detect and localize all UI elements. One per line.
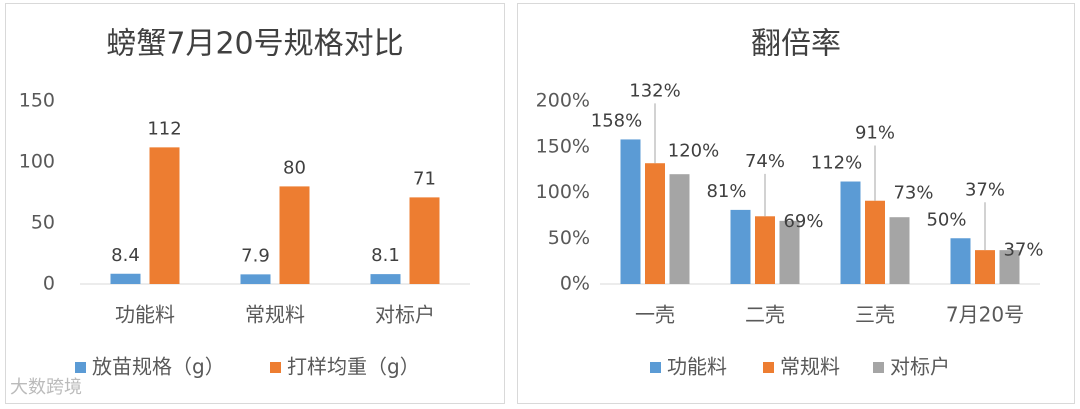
y-tick-label: 150% bbox=[536, 135, 590, 157]
y-tick-label: 100 bbox=[19, 151, 55, 173]
chart-title: 翻倍率 bbox=[751, 27, 841, 62]
legend-swatch bbox=[763, 362, 774, 373]
value-label: 7.9 bbox=[241, 245, 270, 266]
value-label: 112% bbox=[811, 153, 862, 174]
y-tick-label: 50 bbox=[31, 212, 55, 234]
value-label: 132% bbox=[629, 80, 680, 101]
value-label: 37% bbox=[1003, 239, 1043, 260]
value-label: 120% bbox=[668, 140, 719, 161]
value-label: 81% bbox=[706, 181, 746, 202]
legend-swatch bbox=[873, 362, 884, 373]
bar bbox=[840, 181, 861, 284]
watermark: 大数跨境 bbox=[10, 377, 82, 398]
value-label: 158% bbox=[591, 110, 642, 131]
bar bbox=[669, 174, 690, 284]
x-tick-label: 功能料 bbox=[115, 303, 175, 327]
bar bbox=[999, 250, 1020, 284]
bar bbox=[950, 238, 971, 284]
chart-title: 螃蟹7月20号规格对比 bbox=[106, 27, 403, 62]
bar bbox=[645, 163, 665, 284]
bar bbox=[975, 250, 995, 284]
bar bbox=[889, 217, 910, 284]
legend-label: 功能料 bbox=[667, 355, 727, 379]
x-tick-label: 三壳 bbox=[855, 303, 895, 327]
bar bbox=[620, 139, 641, 284]
bar bbox=[865, 200, 885, 284]
legend-swatch bbox=[270, 362, 281, 373]
legend-swatch bbox=[75, 362, 86, 373]
bar bbox=[779, 220, 800, 284]
bar bbox=[240, 274, 271, 284]
value-label: 80 bbox=[283, 157, 306, 178]
legend-label: 打样均重（g） bbox=[287, 355, 420, 379]
value-label: 69% bbox=[783, 211, 823, 232]
x-tick-label: 二壳 bbox=[745, 303, 785, 327]
legend-swatch bbox=[650, 362, 661, 373]
value-label: 91% bbox=[855, 123, 895, 144]
legend-label: 对标户 bbox=[890, 355, 950, 379]
bar bbox=[370, 274, 401, 284]
y-tick-label: 150 bbox=[19, 90, 55, 112]
value-label: 71 bbox=[413, 168, 436, 189]
legend-label: 常规料 bbox=[780, 355, 840, 379]
value-label: 74% bbox=[745, 151, 785, 172]
y-tick-label: 100% bbox=[536, 181, 590, 203]
y-tick-label: 0 bbox=[43, 273, 55, 295]
bar bbox=[755, 216, 775, 284]
value-label: 8.1 bbox=[371, 245, 400, 266]
legend-label: 放苗规格（g） bbox=[92, 355, 225, 379]
panel-right bbox=[517, 3, 1075, 404]
bar bbox=[149, 147, 180, 284]
bar bbox=[110, 273, 141, 284]
x-tick-label: 7月20号 bbox=[946, 303, 1024, 327]
x-tick-label: 常规料 bbox=[245, 303, 305, 327]
value-label: 37% bbox=[965, 179, 1005, 200]
bar bbox=[409, 197, 440, 284]
y-tick-label: 200% bbox=[536, 90, 590, 112]
value-label: 8.4 bbox=[111, 245, 140, 266]
x-tick-label: 对标户 bbox=[375, 303, 435, 327]
y-tick-label: 0% bbox=[560, 273, 590, 295]
bar bbox=[279, 186, 310, 284]
value-label: 112 bbox=[147, 118, 181, 139]
bar bbox=[730, 209, 751, 284]
x-tick-label: 一壳 bbox=[635, 303, 675, 327]
value-label: 50% bbox=[926, 209, 966, 230]
value-label: 73% bbox=[893, 183, 933, 204]
y-tick-label: 50% bbox=[548, 227, 590, 249]
